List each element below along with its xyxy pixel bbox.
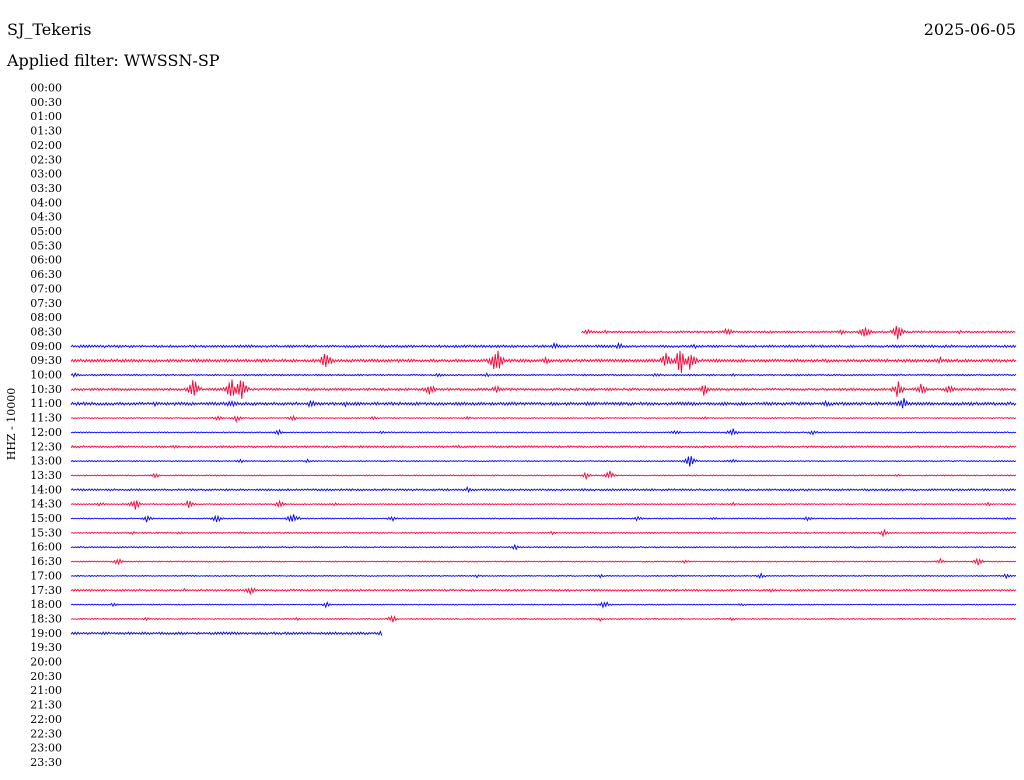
trace-1800 (70, 601, 1017, 609)
time-label-1300: 13:00 (30, 455, 62, 468)
time-label-0700: 07:00 (30, 282, 62, 295)
time-label-1730: 17:30 (30, 584, 62, 597)
time-label-0100: 01:00 (30, 110, 62, 123)
time-label-1200: 12:00 (30, 426, 62, 439)
time-label-0130: 01:30 (30, 125, 62, 138)
time-label-0230: 02:30 (30, 153, 62, 166)
time-label-1630: 16:30 (30, 555, 62, 568)
time-label-0330: 03:30 (30, 182, 62, 195)
trace-1430 (70, 499, 1017, 510)
trace-1700 (70, 572, 1017, 580)
time-label-2330: 23:30 (30, 756, 62, 769)
time-label-1900: 19:00 (30, 627, 62, 640)
time-label-0600: 06:00 (30, 254, 62, 267)
time-label-0300: 03:00 (30, 168, 62, 181)
time-label-2230: 22:30 (30, 727, 62, 740)
time-label-1000: 10:00 (30, 369, 62, 382)
time-label-2130: 21:30 (30, 699, 62, 712)
trace-1130 (70, 414, 1017, 424)
time-label-1800: 18:00 (30, 598, 62, 611)
time-label-0730: 07:30 (30, 297, 62, 310)
time-label-0500: 05:00 (30, 225, 62, 238)
time-label-2200: 22:00 (30, 713, 62, 726)
trace-1030 (70, 379, 1017, 400)
time-label-1330: 13:30 (30, 469, 62, 482)
trace-1000 (70, 371, 1017, 378)
time-label-1700: 17:00 (30, 569, 62, 582)
time-label-0030: 00:30 (30, 96, 62, 109)
time-label-1100: 11:00 (30, 397, 62, 410)
time-label-0830: 08:30 (30, 325, 62, 338)
trace-1830 (70, 614, 1017, 623)
time-label-0200: 02:00 (30, 139, 62, 152)
trace-0900 (70, 341, 1017, 350)
time-label-0000: 00:00 (30, 82, 62, 95)
trace-0930 (70, 350, 1017, 374)
time-label-1830: 18:30 (30, 612, 62, 625)
time-label-1500: 15:00 (30, 512, 62, 525)
trace-1330 (70, 470, 1017, 481)
trace-0830 (580, 325, 1016, 340)
filter-label: Applied filter: WWSSN-SP (7, 51, 220, 70)
station-name: SJ_Tekeris (7, 20, 92, 39)
time-label-1130: 11:30 (30, 412, 62, 425)
channel-label: HHZ - 10000 (5, 388, 18, 461)
time-label-1930: 19:30 (30, 641, 62, 654)
time-label-2000: 20:00 (30, 656, 62, 669)
trace-1230 (70, 444, 1017, 449)
time-label-0530: 05:30 (30, 239, 62, 252)
time-label-2030: 20:30 (30, 670, 62, 683)
trace-1400 (70, 486, 1017, 494)
trace-1900 (70, 630, 383, 636)
time-label-2100: 21:00 (30, 684, 62, 697)
trace-1730 (70, 586, 1017, 596)
trace-1100 (70, 398, 1017, 409)
trace-1500 (70, 514, 1017, 523)
time-label-2300: 23:00 (30, 742, 62, 755)
time-label-0630: 06:30 (30, 268, 62, 281)
time-label-0900: 09:00 (30, 340, 62, 353)
trace-1630 (70, 557, 1017, 566)
time-label-1430: 14:30 (30, 498, 62, 511)
time-label-0400: 04:00 (30, 196, 62, 209)
time-label-1530: 15:30 (30, 526, 62, 539)
trace-1300 (70, 456, 1017, 467)
time-label-0430: 04:30 (30, 211, 62, 224)
time-label-1600: 16:00 (30, 541, 62, 554)
time-label-1400: 14:00 (30, 483, 62, 496)
record-date: 2025-06-05 (923, 20, 1016, 39)
trace-1200 (70, 428, 1017, 437)
time-label-0800: 08:00 (30, 311, 62, 324)
time-label-0930: 09:30 (30, 354, 62, 367)
trace-1530 (70, 528, 1017, 538)
seismogram-traces (70, 325, 1017, 636)
trace-1600 (70, 543, 1017, 551)
time-label-1230: 12:30 (30, 440, 62, 453)
time-label-1030: 10:30 (30, 383, 62, 396)
